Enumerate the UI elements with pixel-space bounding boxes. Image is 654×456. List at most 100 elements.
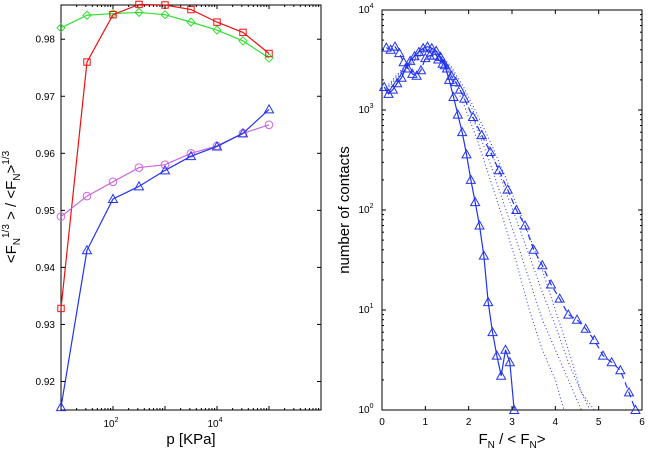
right-y-tick-label: 103	[358, 103, 373, 116]
right-point-dashed-triangles	[389, 41, 401, 51]
left-series-line-red-square	[60, 3, 270, 309]
right-point-solid-triangles	[487, 326, 498, 337]
left-y-tick-label: 0.98	[36, 35, 56, 46]
left-x-tick-label: 104	[207, 417, 222, 430]
right-point-dashed-triangles	[519, 219, 531, 230]
right-y-tick-label: 100	[358, 403, 373, 416]
right-series-line-dotted-1	[385, 51, 565, 411]
right-x-tick-label: 1	[423, 417, 429, 428]
right-point-dashed-triangles	[614, 364, 626, 375]
right-point-dashed-triangles	[580, 323, 592, 333]
left-point-blue-triangle	[263, 103, 275, 114]
right-x-tick-label: 3	[509, 417, 515, 428]
left-point-blue-triangle	[237, 127, 249, 138]
right-point-dashed-triangles	[450, 76, 462, 87]
right-point-solid-triangles	[417, 42, 429, 53]
right-y-axis-label: number of contacts	[336, 146, 353, 274]
right-point-dashed-triangles	[545, 278, 557, 289]
left-point-magenta-circle	[160, 160, 170, 170]
left-y-tick-label: 0.97	[36, 92, 56, 103]
right-point-dashed-triangles	[415, 64, 427, 75]
right-point-solid-triangles	[452, 109, 464, 119]
left-point-magenta-circle	[134, 163, 144, 172]
left-point-red-square	[135, 0, 143, 9]
right-point-dashed-triangles	[467, 111, 479, 122]
right-point-dashed-triangles	[588, 334, 600, 345]
left-point-green-diamond	[238, 36, 248, 46]
right-point-solid-triangles	[448, 91, 459, 101]
right-point-solid-triangles	[422, 41, 433, 51]
right-point-dashed-triangles	[630, 404, 641, 414]
right-point-dashed-triangles	[562, 309, 574, 319]
left-plot-frame	[60, 4, 322, 411]
right-point-dashed-triangles	[441, 62, 453, 73]
right-series-line-dashed-triangles	[386, 45, 637, 411]
left-y-tick-label: 0.94	[36, 263, 56, 274]
right-point-dashed-triangles	[445, 70, 457, 80]
right-point-dashed-triangles	[402, 62, 414, 73]
right-point-solid-triangles	[500, 344, 511, 354]
right-point-dashed-triangles	[454, 84, 466, 94]
right-point-dashed-triangles	[571, 314, 583, 324]
right-point-dashed-triangles	[437, 58, 449, 68]
right-point-dashed-triangles	[419, 52, 431, 63]
right-point-dashed-triangles	[393, 47, 405, 58]
right-x-tick-label: 0	[379, 417, 385, 428]
left-point-red-square	[213, 18, 221, 26]
left-point-blue-triangle	[133, 180, 145, 191]
left-point-magenta-circle	[108, 177, 118, 187]
right-x-axis-label: FN / < FN>	[479, 431, 546, 451]
right-point-dashed-triangles	[380, 42, 392, 52]
right-series-line-dotted-2	[385, 50, 582, 411]
right-y-tick-label: 101	[358, 303, 373, 316]
right-point-solid-triangles	[461, 148, 472, 159]
left-point-green-diamond	[160, 9, 170, 20]
right-x-tick-label: 5	[596, 417, 602, 428]
right-point-dashed-triangles	[528, 244, 540, 254]
left-point-blue-triangle	[185, 150, 197, 161]
right-point-solid-triangles	[426, 42, 438, 53]
right-point-solid-triangles	[478, 250, 490, 260]
right-point-dashed-triangles	[406, 68, 418, 78]
left-point-magenta-circle	[82, 191, 92, 201]
left-point-red-square	[265, 49, 273, 58]
left-point-red-square	[109, 10, 117, 19]
right-point-dashed-triangles	[398, 56, 410, 67]
left-chart: 0.92 0.93 0.94 0.95 0.96 0.97 0.98 102 104 p [KP…	[1, 0, 322, 448]
left-series-line-blue-triangle	[60, 108, 270, 408]
right-point-dashed-triangles	[484, 146, 496, 157]
left-point-magenta-circle	[264, 120, 274, 130]
left-point-blue-triangle	[107, 193, 119, 203]
left-point-green-diamond	[56, 23, 66, 33]
right-y-tick-label: 104	[358, 3, 373, 16]
left-y-tick-label: 0.92	[36, 377, 56, 388]
left-point-red-square	[239, 28, 247, 37]
right-point-dashed-triangles	[411, 70, 423, 80]
right-point-solid-triangles	[391, 77, 403, 88]
right-point-dashed-triangles	[606, 356, 618, 367]
right-x-tick-label: 6	[639, 417, 645, 428]
right-point-dashed-triangles	[458, 93, 470, 103]
left-point-red-square	[83, 58, 91, 66]
left-point-magenta-circle	[56, 212, 66, 221]
right-point-solid-triangles	[465, 174, 477, 184]
right-point-solid-triangles	[396, 72, 407, 82]
right-point-solid-triangles	[456, 126, 468, 137]
left-point-red-square	[57, 304, 65, 313]
right-point-dashed-triangles	[597, 350, 609, 360]
right-point-dashed-triangles	[493, 164, 505, 175]
left-point-green-diamond	[134, 7, 144, 18]
right-point-solid-triangles	[474, 219, 485, 230]
right-point-solid-triangles	[495, 370, 507, 380]
left-point-red-square	[187, 5, 195, 14]
left-point-blue-triangle	[81, 244, 93, 255]
left-x-axis-label: p [KPa]	[166, 431, 215, 448]
right-point-dashed-triangles	[428, 50, 440, 60]
right-point-dashed-triangles	[554, 293, 566, 303]
right-point-solid-triangles	[469, 196, 481, 207]
right-series-line-dotted-3	[385, 49, 595, 411]
right-point-solid-triangles	[387, 84, 399, 94]
right-x-tick-label: 4	[553, 417, 559, 428]
left-point-green-diamond	[186, 17, 196, 27]
